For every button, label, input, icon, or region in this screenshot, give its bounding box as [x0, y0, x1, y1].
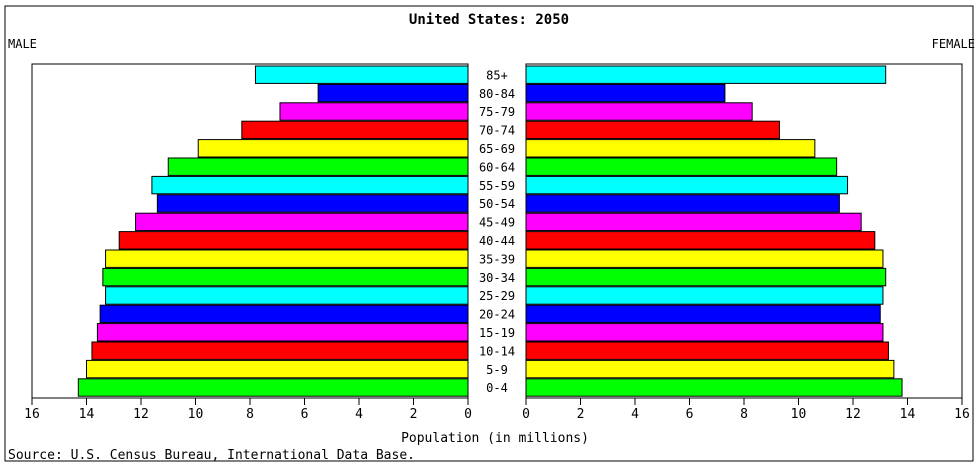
male-bar-25-29 — [105, 286, 469, 305]
female-tick-label-12: 12 — [845, 407, 861, 422]
age-label-55-59: 55-59 — [479, 179, 515, 193]
female-label: FEMALE — [932, 37, 975, 51]
male-bar-80-84 — [317, 83, 469, 103]
male-bar-50-54 — [156, 194, 469, 213]
female-tick-label-14: 14 — [900, 407, 916, 422]
female-tick-label-16: 16 — [954, 407, 970, 422]
female-tick-label-0: 0 — [522, 407, 530, 422]
age-label-5-9: 5-9 — [486, 363, 508, 377]
female-bar-75-79 — [525, 102, 753, 121]
female-bar-85+ — [525, 65, 887, 84]
male-tick-label-12: 12 — [133, 407, 149, 422]
age-label-20-24: 20-24 — [479, 308, 515, 322]
female-bar-65-69 — [525, 139, 816, 158]
female-bar-20-24 — [525, 304, 881, 324]
male-bars — [77, 65, 469, 397]
male-bar-45-49 — [135, 212, 469, 232]
male-bar-15-19 — [96, 323, 469, 342]
female-bar-40-44 — [525, 231, 876, 250]
male-tick-label-10: 10 — [188, 407, 204, 422]
male-bar-5-9 — [86, 359, 469, 379]
age-label-75-79: 75-79 — [479, 105, 515, 119]
male-bar-20-24 — [99, 304, 469, 324]
age-label-80-84: 80-84 — [479, 87, 515, 101]
age-label-70-74: 70-74 — [479, 124, 515, 138]
male-bar-70-74 — [241, 120, 469, 140]
male-bar-40-44 — [118, 231, 469, 250]
male-axis: 0 2 4 6 8 10 12 14 16 — [24, 398, 472, 422]
male-bar-30-34 — [102, 267, 469, 287]
female-tick-label-6: 6 — [686, 407, 694, 422]
female-tick-label-4: 4 — [631, 407, 639, 422]
age-label-85+: 85+ — [486, 68, 508, 82]
source-note: Source: U.S. Census Bureau, Internationa… — [8, 448, 415, 463]
male-tick-label-8: 8 — [246, 407, 254, 422]
male-bar-75-79 — [279, 102, 469, 121]
female-bar-25-29 — [525, 286, 884, 305]
age-label-10-14: 10-14 — [479, 344, 515, 358]
female-bar-10-14 — [525, 341, 889, 360]
male-tick-label-16: 16 — [24, 407, 40, 422]
chart-title: United States: 2050 — [409, 12, 569, 28]
age-label-50-54: 50-54 — [479, 197, 515, 211]
male-tick-label-6: 6 — [301, 407, 309, 422]
male-bar-0-4 — [77, 378, 469, 397]
age-label-65-69: 65-69 — [479, 142, 515, 156]
male-tick-label-2: 2 — [410, 407, 418, 422]
age-label-0-4: 0-4 — [486, 381, 508, 395]
male-bar-55-59 — [151, 175, 469, 195]
age-label-35-39: 35-39 — [479, 252, 515, 266]
female-tick-label-8: 8 — [740, 407, 748, 422]
female-bar-70-74 — [525, 120, 780, 140]
age-label-15-19: 15-19 — [479, 326, 515, 340]
female-axis: 0 2 4 6 8 10 12 14 16 — [522, 398, 970, 422]
age-label-40-44: 40-44 — [479, 234, 515, 248]
female-bar-45-49 — [525, 212, 862, 232]
x-axis-title: Population (in millions) — [401, 431, 589, 446]
male-bar-60-64 — [167, 157, 469, 176]
age-label-30-34: 30-34 — [479, 271, 515, 285]
male-bar-65-69 — [197, 139, 469, 158]
age-label-60-64: 60-64 — [479, 160, 515, 174]
male-tick-label-0: 0 — [464, 407, 472, 422]
female-tick-label-10: 10 — [791, 407, 807, 422]
male-bar-85+ — [254, 65, 469, 84]
male-bar-35-39 — [105, 249, 469, 268]
male-tick-label-4: 4 — [355, 407, 363, 422]
female-bar-15-19 — [525, 323, 884, 342]
age-label-25-29: 25-29 — [479, 289, 515, 303]
female-bar-30-34 — [525, 267, 887, 287]
male-tick-label-14: 14 — [79, 407, 95, 422]
age-label-45-49: 45-49 — [479, 216, 515, 230]
female-bar-50-54 — [525, 194, 840, 213]
male-label: MALE — [8, 37, 37, 51]
female-bar-80-84 — [525, 83, 726, 103]
female-bar-35-39 — [525, 249, 884, 268]
male-bar-10-14 — [91, 341, 469, 360]
age-labels: 85+ 80-84 75-79 70-74 65-69 60-64 55-59 50-54 45… — [479, 68, 515, 395]
female-bar-55-59 — [525, 175, 849, 195]
female-tick-label-2: 2 — [577, 407, 585, 422]
female-bars — [525, 65, 903, 397]
female-bar-5-9 — [525, 359, 895, 379]
female-bar-60-64 — [525, 157, 838, 176]
female-bar-0-4 — [525, 378, 903, 397]
